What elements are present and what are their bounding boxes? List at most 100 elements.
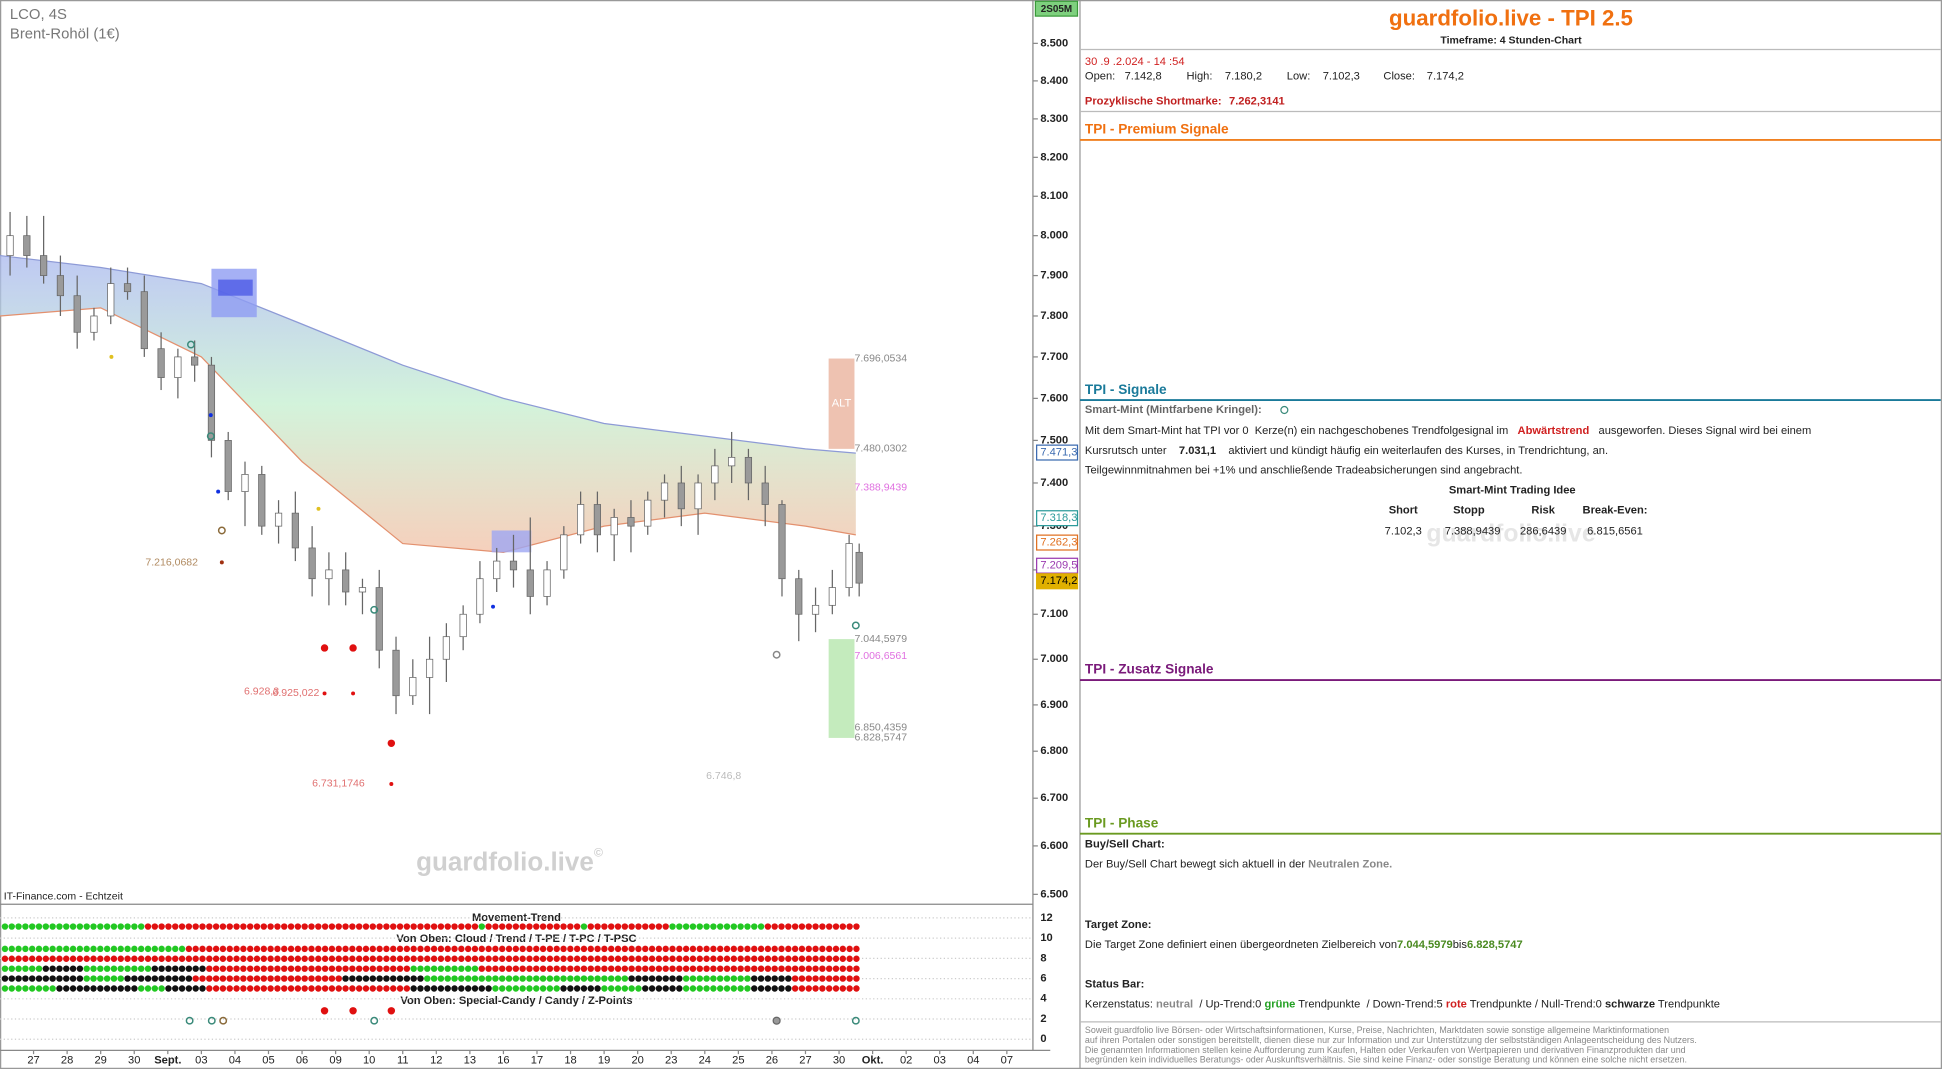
trend-dot (594, 923, 601, 930)
trend-dot (832, 975, 840, 982)
trend-dot (192, 955, 199, 962)
trend-dot (839, 955, 847, 962)
trend-dot (158, 955, 165, 962)
x-tick-label: 05 (262, 1054, 274, 1066)
trend-dot (805, 955, 812, 962)
candle-body (6, 235, 14, 256)
trend-dot (498, 923, 506, 930)
level-label: 7.696,0534 (854, 352, 907, 364)
indicator-panel: 0 2 4 6 8 10 12 (0, 912, 1053, 1045)
trend-dot (601, 975, 608, 982)
trend-dot (723, 955, 731, 962)
trend-dot (560, 923, 567, 930)
trend-dot (730, 945, 738, 953)
trend-dot (635, 985, 642, 992)
trend-dot (376, 923, 383, 930)
x-tick-label: 26 (766, 1054, 778, 1066)
trend-dot (580, 923, 588, 930)
trend-dot (580, 985, 588, 992)
trend-dot (328, 945, 336, 953)
trend-dot (403, 923, 411, 930)
trend-dot (703, 945, 710, 953)
trend-dot (246, 923, 254, 930)
trend-dot (246, 985, 254, 992)
trend-dot (505, 975, 513, 982)
trend-dot (131, 945, 138, 953)
trend-dot (594, 975, 601, 982)
price-chart: 6.5006.6006.7006.8006.9007.0007.1007.200… (0, 37, 1079, 1066)
trend-dot (553, 975, 560, 982)
trend-dot (131, 985, 138, 992)
trend-dot (662, 945, 669, 953)
trend-dot (669, 955, 676, 962)
trend-dot (655, 965, 663, 972)
trend-dot (573, 945, 581, 953)
trend-dot (206, 923, 213, 930)
trend-dot (430, 985, 438, 992)
trend-dot (819, 985, 826, 992)
trend-dot (560, 945, 567, 953)
trend-dot (669, 923, 676, 930)
trend-dot (69, 975, 77, 982)
trend-dot (90, 945, 97, 953)
candle-body (761, 482, 769, 505)
candle-body (207, 364, 216, 441)
trend-dot (49, 975, 56, 982)
level-label: 7.044,5979 (854, 633, 907, 645)
trend-dot (349, 965, 356, 972)
trend-dot (444, 945, 451, 953)
trend-dot (791, 923, 799, 930)
trend-dot (689, 965, 697, 972)
candle-body (375, 587, 383, 651)
trend-dot (240, 945, 247, 953)
candle-body (107, 283, 115, 317)
trend-dot (410, 945, 417, 953)
disclaimer: Soweit guardfolio live Börsen- oder Wirt… (1085, 1025, 1669, 1035)
trend-dot (396, 965, 404, 972)
trend-dot (723, 945, 731, 953)
section-title: TPI - Zusatz Signale (1085, 662, 1214, 677)
trend-dot (689, 923, 697, 930)
trend-dot (124, 985, 131, 992)
trend-dot (580, 955, 588, 962)
trend-dot (328, 955, 336, 962)
trigger: 7.031,1 (1179, 445, 1216, 457)
trend-dot (151, 975, 159, 982)
candle-body (342, 569, 350, 593)
trend-dot (778, 965, 785, 972)
trend-dot (56, 955, 63, 962)
trend-dot (376, 955, 383, 962)
trend-word: Abwärtstrend (1518, 425, 1590, 437)
trend-dot (15, 965, 22, 972)
trend-dot (430, 955, 438, 962)
trend-dot (396, 945, 404, 953)
trend-dot (349, 985, 356, 992)
trend-dot (199, 975, 206, 982)
trend-dot (308, 975, 315, 982)
trend-dot (390, 923, 397, 930)
trend-dot (512, 955, 520, 962)
trend-dot (648, 923, 656, 930)
trend-dot (49, 923, 56, 930)
trend-dot (730, 965, 738, 972)
trend-dot (172, 965, 179, 972)
signal-marker (389, 782, 394, 787)
trend-dot (226, 965, 233, 972)
candle-body (291, 512, 299, 549)
trend-dot (69, 945, 77, 953)
trend-dot (28, 975, 36, 982)
trend-dot (437, 945, 445, 953)
trend-dot (744, 955, 751, 962)
trend-dot (764, 985, 772, 992)
trend-dot (417, 965, 424, 972)
trend-dot (825, 945, 833, 953)
trend-dot (628, 985, 635, 992)
candle-body (191, 356, 199, 366)
trend-dot (260, 985, 268, 992)
x-tick-label: 04 (967, 1054, 979, 1066)
y-tick-label: 6.500 (1040, 888, 1068, 900)
trend-dot (417, 945, 424, 953)
trend-dot (281, 975, 288, 982)
candle-body (174, 356, 182, 378)
trend-dot (192, 965, 199, 972)
